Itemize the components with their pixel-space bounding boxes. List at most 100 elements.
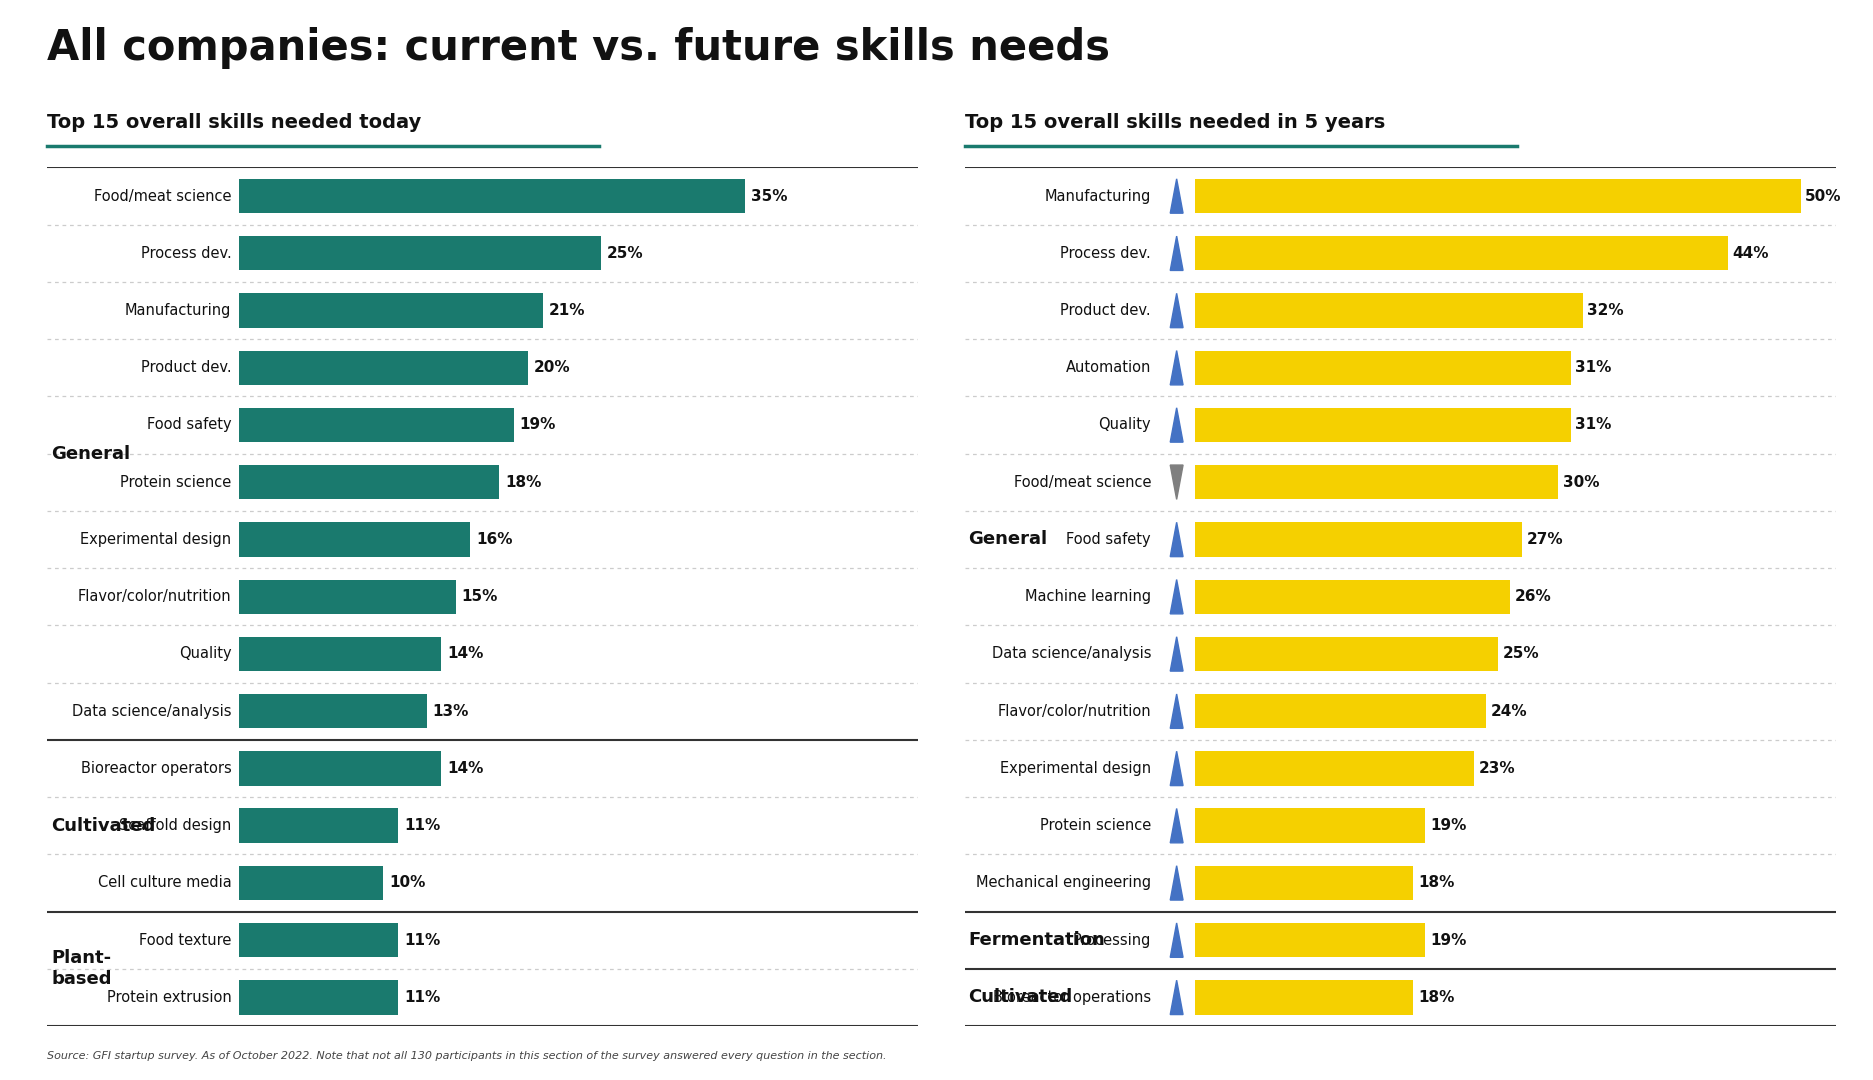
Bar xyxy=(1195,523,1523,556)
Polygon shape xyxy=(1171,465,1184,499)
Polygon shape xyxy=(1171,923,1184,957)
Text: Food safety: Food safety xyxy=(1066,532,1152,546)
Text: 19%: 19% xyxy=(1429,933,1467,947)
Text: Experimental design: Experimental design xyxy=(81,532,232,546)
Bar xyxy=(1195,179,1800,213)
Text: 14%: 14% xyxy=(448,761,483,775)
Text: 24%: 24% xyxy=(1491,704,1526,718)
Bar xyxy=(238,179,745,213)
Polygon shape xyxy=(1171,408,1184,442)
Bar xyxy=(1195,866,1414,900)
Text: 15%: 15% xyxy=(463,590,498,604)
Bar xyxy=(1195,694,1485,728)
Text: All companies: current vs. future skills needs: All companies: current vs. future skills… xyxy=(47,27,1111,69)
Polygon shape xyxy=(1171,637,1184,671)
Text: 14%: 14% xyxy=(448,647,483,661)
Text: 44%: 44% xyxy=(1733,246,1770,260)
Text: 10%: 10% xyxy=(390,876,425,890)
Bar xyxy=(1195,981,1414,1014)
Text: Manufacturing: Manufacturing xyxy=(125,303,232,318)
Text: Fermentation: Fermentation xyxy=(968,931,1105,949)
Polygon shape xyxy=(1171,179,1184,213)
Text: Process dev.: Process dev. xyxy=(140,246,232,260)
Text: Cell culture media: Cell culture media xyxy=(97,876,232,890)
Text: 13%: 13% xyxy=(433,704,468,718)
Bar xyxy=(238,809,397,842)
Bar xyxy=(238,294,543,327)
Polygon shape xyxy=(1171,981,1184,1014)
Text: 25%: 25% xyxy=(607,246,642,260)
Text: 32%: 32% xyxy=(1586,303,1624,318)
Bar xyxy=(1195,923,1425,957)
Text: 27%: 27% xyxy=(1526,532,1564,546)
Bar xyxy=(238,523,470,556)
Text: Bioreactor operators: Bioreactor operators xyxy=(81,761,232,775)
Text: Protein science: Protein science xyxy=(120,475,232,489)
Text: Quality: Quality xyxy=(178,647,232,661)
Text: 31%: 31% xyxy=(1575,361,1611,375)
Bar xyxy=(238,408,513,442)
Text: 18%: 18% xyxy=(506,475,541,489)
Bar xyxy=(1195,752,1474,785)
Text: 35%: 35% xyxy=(751,189,789,203)
Polygon shape xyxy=(1171,237,1184,270)
Text: General: General xyxy=(51,445,131,462)
Text: 50%: 50% xyxy=(1806,189,1841,203)
Text: Flavor/color/nutrition: Flavor/color/nutrition xyxy=(77,590,232,604)
Text: Experimental design: Experimental design xyxy=(1000,761,1152,775)
Text: Data science/analysis: Data science/analysis xyxy=(71,704,232,718)
Bar xyxy=(238,923,397,957)
Bar xyxy=(1195,351,1571,384)
Bar xyxy=(238,580,455,613)
Bar xyxy=(238,465,500,499)
Bar xyxy=(238,637,442,671)
Polygon shape xyxy=(1171,809,1184,842)
Text: Food texture: Food texture xyxy=(139,933,232,947)
Text: Plant-
based: Plant- based xyxy=(51,949,112,988)
Text: Scaffold design: Scaffold design xyxy=(120,819,232,833)
Polygon shape xyxy=(1171,580,1184,613)
Text: 18%: 18% xyxy=(1418,876,1453,890)
Bar xyxy=(1195,237,1729,270)
Text: Data science/analysis: Data science/analysis xyxy=(991,647,1152,661)
Text: Mechanical engineering: Mechanical engineering xyxy=(976,876,1152,890)
Text: Cultivated: Cultivated xyxy=(51,816,155,835)
Bar xyxy=(238,866,384,900)
Text: 16%: 16% xyxy=(476,532,513,546)
Text: Source: GFI startup survey. As of October 2022. Note that not all 130 participan: Source: GFI startup survey. As of Octobe… xyxy=(47,1051,886,1061)
Text: Flavor/color/nutrition: Flavor/color/nutrition xyxy=(998,704,1152,718)
Bar xyxy=(238,351,528,384)
Text: Automation: Automation xyxy=(1066,361,1152,375)
Bar xyxy=(238,237,601,270)
Text: 11%: 11% xyxy=(405,819,440,833)
Text: Process dev.: Process dev. xyxy=(1060,246,1152,260)
Text: Product dev.: Product dev. xyxy=(140,361,232,375)
Text: 23%: 23% xyxy=(1478,761,1515,775)
Text: Cultivated: Cultivated xyxy=(968,988,1073,1007)
Bar xyxy=(238,981,397,1014)
Text: Machine learning: Machine learning xyxy=(1025,590,1152,604)
Text: Protein extrusion: Protein extrusion xyxy=(107,990,232,1004)
Bar xyxy=(1195,637,1498,671)
Bar xyxy=(238,694,427,728)
Bar xyxy=(1195,408,1571,442)
Text: 18%: 18% xyxy=(1418,990,1453,1004)
Text: 30%: 30% xyxy=(1564,475,1600,489)
Text: 25%: 25% xyxy=(1502,647,1540,661)
Text: Top 15 overall skills needed today: Top 15 overall skills needed today xyxy=(47,113,421,133)
Text: Protein science: Protein science xyxy=(1040,819,1152,833)
Text: Processing: Processing xyxy=(1073,933,1152,947)
Polygon shape xyxy=(1171,752,1184,785)
Text: 19%: 19% xyxy=(519,418,556,432)
Text: Product dev.: Product dev. xyxy=(1060,303,1152,318)
Text: Bioreactor operations: Bioreactor operations xyxy=(993,990,1152,1004)
Text: 11%: 11% xyxy=(405,990,440,1004)
Text: 11%: 11% xyxy=(405,933,440,947)
Text: Food/meat science: Food/meat science xyxy=(1013,475,1152,489)
Text: General: General xyxy=(968,530,1047,549)
Polygon shape xyxy=(1171,694,1184,728)
Bar xyxy=(1195,465,1558,499)
Bar xyxy=(238,752,442,785)
Polygon shape xyxy=(1171,351,1184,384)
Text: 20%: 20% xyxy=(534,361,571,375)
